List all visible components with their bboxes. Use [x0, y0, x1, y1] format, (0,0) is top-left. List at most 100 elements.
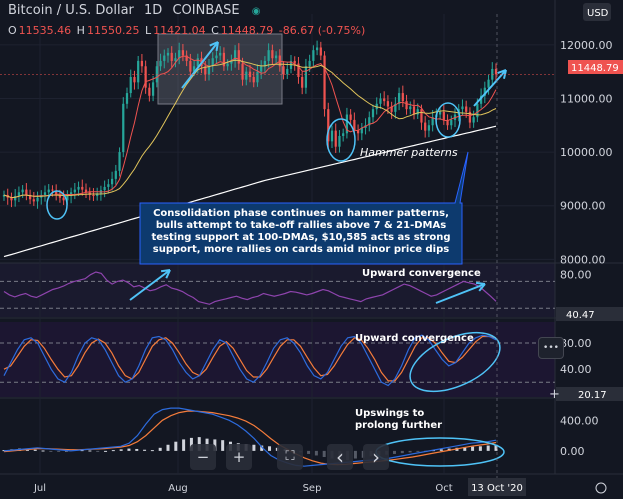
interval-label[interactable]: 1D — [144, 3, 163, 18]
rsi-arrow — [435, 283, 486, 304]
zoom-in-button[interactable]: + — [226, 444, 252, 470]
macd-bar — [143, 449, 147, 451]
macd-bar — [408, 450, 412, 453]
macd-bar — [174, 441, 178, 451]
macd-bar — [268, 446, 272, 451]
trend-arrow — [181, 41, 219, 89]
candle-body — [323, 55, 326, 110]
candle-body — [230, 60, 233, 64]
last-price-value: 11448.79 — [571, 63, 619, 74]
candle-body — [252, 76, 255, 83]
candle-body — [10, 197, 13, 201]
candle-body — [472, 117, 475, 123]
price-tick-label: 11000.00 — [560, 92, 613, 105]
candle-body — [263, 60, 267, 67]
callout-text-line: support, more rallies on cards amid mino… — [153, 244, 450, 255]
high-label: H — [76, 24, 85, 37]
scroll-forward-button[interactable]: › — [363, 444, 389, 470]
stoch-value-badge — [556, 387, 623, 401]
stoch-annotation: Upward convergence — [355, 333, 474, 344]
candle-body — [174, 58, 177, 61]
candle-body — [73, 189, 76, 193]
candle-body — [301, 76, 304, 88]
zoom-out-button[interactable]: − — [190, 444, 216, 470]
candle-body — [189, 60, 192, 72]
currency-label: USD — [587, 8, 609, 19]
candle-body — [96, 193, 99, 197]
candle-body — [431, 117, 434, 126]
candle-body — [207, 66, 211, 75]
macd-bar — [119, 449, 123, 451]
candle-body — [312, 50, 315, 61]
candle-body — [267, 50, 270, 61]
candle-body — [43, 192, 47, 195]
candle-body — [215, 55, 218, 59]
hammer-patterns-label: Hammer patterns — [360, 146, 458, 159]
hammer-circle — [46, 190, 68, 220]
macd-bar — [322, 450, 326, 457]
candle-body — [349, 114, 352, 120]
ma100-line — [3, 125, 497, 258]
candle-body — [438, 111, 442, 115]
candle-body — [379, 98, 382, 104]
date-tick-label: Aug — [168, 483, 188, 494]
candle-body — [159, 60, 162, 67]
candle-body — [371, 109, 375, 118]
macd-bar — [80, 450, 84, 452]
currency-badge-bg — [583, 3, 611, 21]
consolidation-box — [157, 33, 283, 105]
symbol-name[interactable]: Bitcoin / U.S. Dollar — [8, 3, 134, 18]
candle-body — [405, 101, 408, 110]
cursor-date-label: 13 Oct '20 — [471, 483, 523, 494]
low-value: 11421.04 — [153, 24, 206, 37]
ema21-line — [3, 59, 497, 199]
candle-body — [204, 66, 207, 75]
rsi-line — [3, 271, 497, 305]
candle-body — [14, 196, 17, 201]
candle-body — [465, 106, 468, 112]
scroll-back-button[interactable]: ‹ — [327, 444, 353, 470]
candle-body — [36, 197, 39, 202]
candle-body — [62, 197, 65, 201]
candle-body — [356, 130, 360, 134]
candle-body — [92, 194, 95, 197]
candle-body — [170, 52, 173, 61]
candle-body — [114, 170, 117, 179]
candle-body — [442, 111, 445, 120]
change-value: -86.67 (-0.75%) — [278, 24, 366, 37]
trend-arrow-head — [209, 41, 219, 52]
candle-body — [178, 50, 181, 59]
candle-body — [222, 52, 226, 67]
rsi-arrow-head — [160, 269, 171, 279]
candle-body — [293, 60, 296, 64]
date-tick-label: Oct — [435, 483, 452, 494]
macd-bar — [416, 450, 420, 452]
candle-body — [401, 93, 404, 102]
macd-tick-label: 0.00 — [560, 445, 585, 458]
hammer-circle — [326, 118, 356, 162]
candle-body — [185, 55, 188, 61]
macd-bar — [96, 450, 100, 452]
candle-body — [196, 58, 199, 67]
candle-body — [17, 192, 21, 197]
candle-body — [237, 50, 240, 64]
candle-body — [386, 101, 390, 107]
candle-body — [297, 63, 300, 77]
candle-body — [103, 186, 106, 191]
candle-body — [468, 111, 472, 123]
hammer-circle — [435, 102, 461, 138]
candle-body — [163, 55, 166, 61]
fit-view-button[interactable]: ⛶ — [277, 444, 303, 470]
candle-body — [21, 189, 24, 193]
candle-body — [461, 106, 464, 110]
macd-bar — [353, 450, 357, 459]
macd-bar — [33, 449, 37, 451]
exchange-label: COINBASE — [172, 3, 240, 18]
macd-bar — [150, 450, 154, 452]
candle-body — [308, 60, 311, 67]
indicator-more-button[interactable]: ••• — [538, 337, 564, 359]
candle-body — [368, 117, 371, 126]
candle-body — [409, 106, 412, 110]
candle-body — [125, 93, 129, 104]
